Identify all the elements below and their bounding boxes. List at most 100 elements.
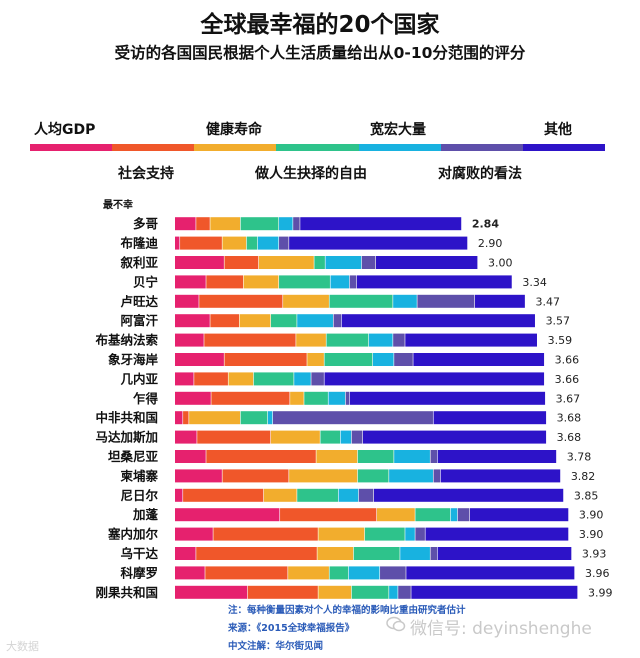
bar-segment: [211, 391, 290, 405]
value-label: 2.84: [472, 218, 499, 231]
bar-segment: [189, 411, 241, 425]
bar-segment: [293, 217, 300, 231]
bar-segment: [405, 527, 415, 541]
bar-segment: [258, 256, 314, 269]
bar-segment: [228, 372, 254, 386]
bar-segment: [394, 450, 430, 463]
bar-segment: [406, 566, 575, 580]
bar-segment: [222, 469, 289, 483]
bar-segment: [175, 217, 196, 231]
bar-segment: [437, 450, 557, 463]
bar-segment: [246, 236, 258, 250]
bar-segment: [400, 547, 430, 560]
country-label: 象牙海岸: [108, 352, 159, 367]
legend-swatch-1: [30, 144, 113, 151]
value-label: 3.93: [582, 548, 607, 561]
legend-swatch-5: [358, 144, 441, 151]
bar-segment: [175, 469, 222, 483]
bar-segment: [175, 411, 183, 425]
bar-segment: [300, 217, 462, 231]
bar-segment: [325, 256, 362, 269]
bar-segment: [450, 508, 458, 522]
bar-segment: [263, 488, 297, 502]
bar-segment: [175, 430, 197, 444]
country-label: 刚果共和国: [95, 585, 158, 600]
bar-segment: [180, 236, 222, 250]
bar-segment: [175, 294, 199, 308]
bar-segment: [213, 527, 318, 541]
value-label: 3.57: [546, 315, 571, 328]
bar-segment: [196, 547, 317, 560]
country-label: 科摩罗: [120, 565, 158, 580]
bar-segment: [297, 488, 339, 502]
bar-segment: [280, 508, 377, 522]
bar-segment: [175, 256, 224, 269]
country-label: 坦桑尼亚: [108, 449, 159, 464]
bar-segment: [175, 508, 280, 522]
bar-segment: [224, 353, 307, 366]
legend-swatch-3: [194, 144, 277, 151]
bar-segment: [474, 294, 525, 308]
bar-segment: [393, 333, 405, 347]
country-label: 布隆迪: [120, 236, 158, 251]
bar-segment: [183, 488, 264, 502]
bar-segment: [345, 391, 350, 405]
legend-label-corruption: 对腐败的看法: [438, 166, 522, 182]
legend-swatch-7: [522, 144, 605, 151]
bar-segment: [175, 585, 248, 599]
bar-segment: [175, 450, 206, 463]
bar-segment: [377, 508, 415, 522]
bar-segment: [314, 256, 325, 269]
bar-segment: [364, 527, 405, 541]
value-label: 3.47: [535, 295, 560, 308]
bar-segment: [247, 585, 318, 599]
country-label: 加蓬: [132, 507, 159, 522]
bar-segment: [175, 236, 180, 250]
bar-segment: [240, 411, 268, 425]
bar-segment: [341, 314, 535, 328]
bar-segment: [357, 450, 394, 463]
bar-segment: [357, 469, 389, 483]
bar-segment: [413, 353, 545, 366]
bar-segment: [433, 469, 441, 483]
bar-segment: [240, 217, 279, 231]
note-text: 注：每种衡量因素对个人的幸福的影响比重由研究者估计: [228, 605, 466, 616]
bar-segment: [194, 372, 228, 386]
bar-segment: [272, 411, 433, 425]
value-label: 3.59: [548, 334, 573, 347]
country-label: 塞内加尔: [108, 527, 159, 542]
bar-segment: [175, 353, 224, 366]
bar-segment: [222, 236, 247, 250]
bar-segment: [304, 391, 328, 405]
bar-segment: [210, 217, 241, 231]
value-label: 2.90: [478, 237, 503, 250]
bar-segment: [206, 275, 244, 289]
value-label: 3.68: [557, 431, 582, 444]
country-label: 贝宁: [133, 274, 158, 289]
bar-segment: [351, 430, 363, 444]
bar-segment: [326, 333, 369, 347]
legend-swatch-6: [440, 144, 523, 151]
value-label: 3.78: [567, 451, 592, 464]
bar-segment: [175, 547, 196, 560]
bar-segment: [205, 566, 288, 580]
bar-segment: [338, 488, 359, 502]
value-label: 3.34: [522, 276, 547, 289]
value-label: 3.67: [556, 392, 581, 405]
bar-segment: [437, 547, 572, 560]
bar-segment: [415, 527, 425, 541]
bar-segment: [311, 372, 324, 386]
value-label: 3.96: [585, 567, 610, 580]
value-label: 3.66: [555, 373, 580, 386]
value-label: 3.82: [571, 470, 596, 483]
bar-segment: [288, 566, 329, 580]
legend-label-freedom: 做人生抉择的自由: [255, 166, 367, 182]
source-text: 来源：《2015全球幸福报告》: [228, 623, 355, 634]
bar-segment: [290, 391, 304, 405]
bar-segment: [279, 236, 289, 250]
bar-segment: [368, 333, 393, 347]
bar-segment: [283, 294, 329, 308]
bar-segment: [289, 469, 358, 483]
wechat-icon: [386, 616, 406, 632]
